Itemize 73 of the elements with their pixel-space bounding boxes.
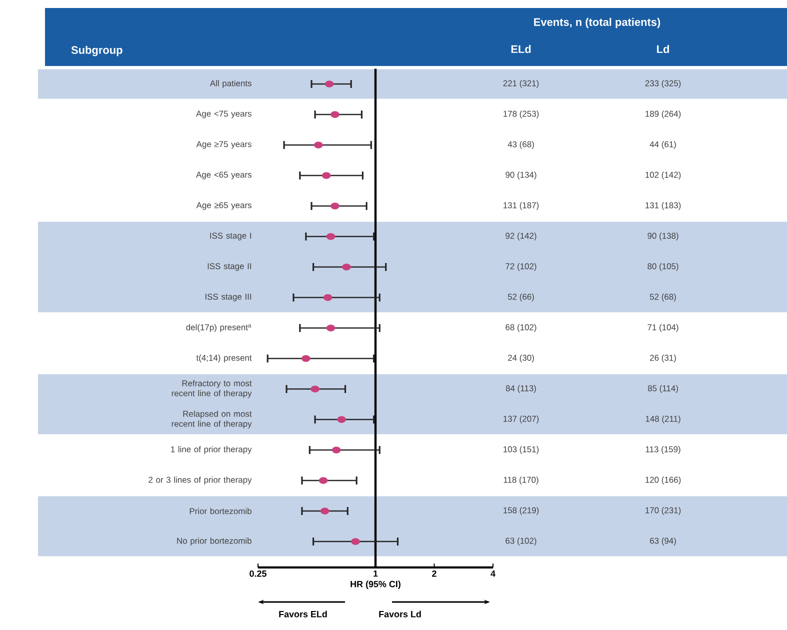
- y-tick-label: t(4;14) present: [196, 354, 252, 362]
- text: 131 (187): [504, 202, 539, 210]
- point: [310, 386, 320, 392]
- text: 189 (264): [646, 110, 681, 118]
- text: 43 (68): [508, 141, 534, 149]
- point: [323, 294, 332, 301]
- y-tick-label: Age <75 years: [196, 110, 252, 118]
- y-tick-label: ISS stage I: [210, 232, 252, 240]
- text: Events, n (total patients): [534, 18, 660, 28]
- y-tick-label: ISS stage II: [208, 263, 252, 271]
- x-axis-title: HR (95% CI): [350, 580, 400, 590]
- text: 63 (102): [506, 538, 536, 546]
- y-tick-label: Age ≥75 years: [196, 141, 252, 149]
- text: 178 (253): [504, 110, 539, 118]
- text: 148 (211): [646, 416, 680, 424]
- y-tick-label: Age ≥65 years: [196, 202, 252, 210]
- text: 68 (102): [506, 324, 536, 332]
- x-tick-label: 4: [490, 570, 496, 577]
- text: 84 (113): [506, 385, 536, 393]
- text: 158 (219): [504, 507, 539, 515]
- text: 90 (134): [506, 172, 536, 180]
- y-tick-label: All patients: [210, 80, 252, 88]
- point: [337, 416, 346, 423]
- text: 103 (151): [504, 446, 539, 454]
- y-tick-label: ISS stage III: [206, 294, 252, 302]
- y-tick-label: Prior bortezomib: [190, 508, 252, 514]
- x-tick-label: 1: [374, 570, 378, 577]
- text: 120 (166): [646, 476, 681, 484]
- text: 221 (321): [503, 80, 539, 88]
- point: [326, 233, 336, 240]
- text: 90 (138): [648, 232, 678, 240]
- point: [320, 508, 330, 514]
- point: [324, 80, 334, 88]
- y-tick-label: Refractory to most recent line of therapy: [172, 380, 252, 398]
- text: 63 (94): [650, 538, 676, 546]
- text: 85 (114): [648, 385, 678, 393]
- y-tick-label: Relapsed on most recent line of therapy: [172, 410, 252, 428]
- text: 118 (170): [504, 476, 538, 484]
- y-tick-label: 1 line of prior therapy: [171, 446, 252, 454]
- text: 92 (142): [506, 232, 536, 240]
- y-tick-label: Age <65 years: [196, 172, 252, 180]
- text: 102 (142): [646, 172, 681, 180]
- point: [330, 202, 340, 210]
- text: 131 (183): [646, 202, 681, 210]
- x-tick-label: 2: [432, 570, 436, 577]
- text: 52 (68): [650, 294, 676, 302]
- point: [326, 324, 336, 332]
- point: [342, 264, 351, 270]
- text: 26 (31): [650, 354, 676, 362]
- text: Favors Ld: [379, 610, 421, 618]
- text: 113 (159): [646, 446, 680, 454]
- text: 80 (105): [648, 263, 678, 271]
- y-tick-label: del(17p) present$^{a}$: [186, 324, 252, 332]
- text: 233 (325): [645, 80, 681, 88]
- point: [330, 111, 340, 118]
- point: [322, 172, 331, 179]
- text: 72 (102): [506, 263, 536, 271]
- y-axis-title: Subgroup: [71, 46, 122, 56]
- y-tick-label: 2 or 3 lines of prior therapy: [148, 476, 252, 484]
- text: 71 (104): [648, 324, 678, 332]
- point: [318, 477, 328, 484]
- text: Favors ELd: [279, 610, 327, 618]
- text: 24 (30): [508, 354, 534, 362]
- text: 170 (231): [646, 507, 681, 515]
- y-tick-label: No prior bortezomib: [177, 538, 252, 546]
- x-tick-label: 0.25: [250, 570, 266, 577]
- point: [314, 142, 323, 148]
- point: [332, 446, 341, 454]
- text: 52 (66): [508, 294, 534, 302]
- category-label: Ld: [657, 44, 669, 54]
- category-label: ELd: [511, 44, 531, 54]
- text: 137 (207): [504, 416, 539, 424]
- text: 44 (61): [650, 141, 676, 149]
